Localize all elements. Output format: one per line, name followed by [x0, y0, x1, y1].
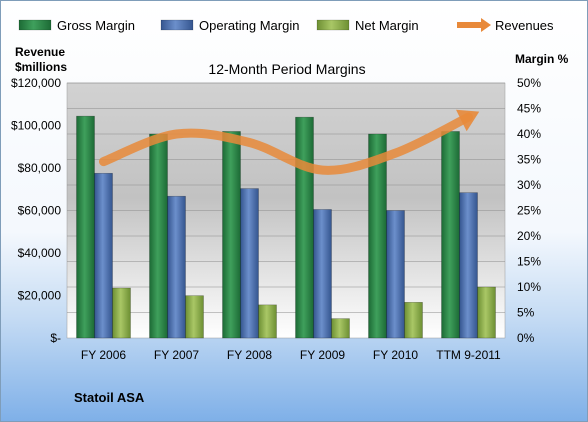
legend-swatch: [160, 19, 194, 31]
legend-label: Gross Margin: [57, 18, 135, 33]
right-axis-label: Margin %: [515, 52, 569, 66]
revenues-arrow-head: [456, 109, 480, 132]
operating-margin-bar: [94, 172, 113, 339]
category-label: FY 2010: [373, 348, 418, 362]
right-tick-label: 35%: [517, 153, 541, 167]
right-tick-label: 0%: [517, 331, 535, 345]
legend-label: Net Margin: [355, 18, 419, 33]
right-tick-label: 5%: [517, 306, 535, 320]
category-label: FY 2008: [227, 348, 272, 362]
legend-item: Revenues: [457, 18, 554, 33]
left-tick-label: $40,000: [18, 246, 62, 260]
chart-title: 12-Month Period Margins: [208, 61, 365, 77]
left-tick-label: $60,000: [18, 204, 62, 218]
right-tick-label: 15%: [517, 255, 541, 269]
left-tick-label: $-: [50, 331, 61, 345]
category-labels: FY 2006 FY 2007 FY 2008 FY 2009 FY 2010 TTM 9…: [81, 348, 501, 362]
legend-swatch: [316, 19, 350, 31]
legend-label: Operating Margin: [199, 18, 299, 33]
left-tick-label: $20,000: [18, 289, 62, 303]
net-margin-bar: [185, 295, 204, 339]
legend-item: Net Margin: [316, 18, 419, 33]
operating-margin-bar: [386, 210, 405, 339]
legend-item: Operating Margin: [160, 18, 299, 33]
gross-margin-bar: [222, 131, 241, 339]
gross-margin-bar: [76, 115, 95, 339]
left-axis-label-line1: Revenue: [15, 45, 65, 59]
net-margin-bar: [331, 318, 350, 339]
operating-margin-bar: [240, 188, 259, 339]
right-tick-label: 20%: [517, 229, 541, 243]
legend-label: Revenues: [495, 18, 554, 33]
left-tick-label: $100,000: [11, 119, 61, 133]
operating-margin-bar: [459, 192, 478, 339]
operating-margin-bar: [167, 195, 186, 339]
net-margin-bar: [477, 286, 496, 339]
legend: Gross Margin Operating Margin Net Margin Re…: [18, 18, 554, 33]
right-tick-label: 25%: [517, 204, 541, 218]
right-tick-label: 40%: [517, 127, 541, 141]
left-axis-label-line2: $millions: [15, 60, 67, 74]
left-tick-label: $80,000: [18, 161, 62, 175]
bars: [76, 115, 496, 339]
net-margin-bar: [112, 287, 131, 339]
legend-arrow: [481, 18, 491, 32]
gross-margin-bar: [295, 116, 314, 339]
gridlines: [67, 82, 505, 313]
right-tick-label: 45%: [517, 102, 541, 116]
net-margin-bar: [258, 304, 277, 339]
category-label: FY 2007: [154, 348, 199, 362]
company-name: Statoil ASA: [74, 390, 145, 405]
gross-margin-bar: [149, 133, 168, 339]
category-label: FY 2009: [300, 348, 345, 362]
category-label: FY 2006: [81, 348, 126, 362]
right-tick-label: 10%: [517, 280, 541, 294]
left-axis-ticks: $- $20,000 $40,000 $60,000 $80,000 $100,000 $1…: [11, 76, 61, 345]
category-label: TTM 9-2011: [436, 348, 501, 362]
right-axis-ticks: 0% 5% 10% 15% 20% 25% 30% 35% 40% 45% 50%: [517, 76, 541, 345]
net-margin-bar: [404, 301, 423, 339]
operating-margin-bar: [313, 209, 332, 339]
legend-swatch: [18, 19, 52, 31]
right-tick-label: 50%: [517, 76, 541, 90]
revenues-curve: [99, 112, 473, 175]
legend-item: Gross Margin: [18, 18, 135, 33]
left-tick-label: $120,000: [11, 76, 61, 90]
revenues-line: [99, 109, 480, 175]
right-tick-label: 30%: [517, 178, 541, 192]
gross-margin-bar: [441, 131, 460, 339]
